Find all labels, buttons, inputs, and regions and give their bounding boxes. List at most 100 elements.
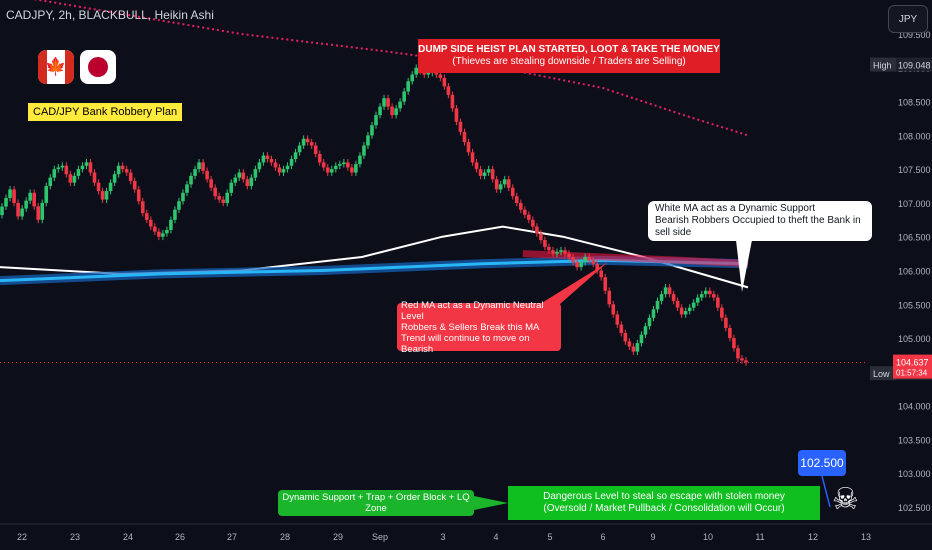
x-tick-label: 4 [493, 532, 498, 542]
candle-body [679, 307, 684, 315]
candle-body [547, 246, 551, 251]
candle-body [253, 169, 258, 178]
candle-body [615, 314, 620, 325]
candle-body [643, 326, 648, 335]
candle-body [36, 206, 41, 220]
candle-body [655, 300, 660, 310]
x-tick-label: 3 [440, 532, 445, 542]
candle-body [229, 182, 234, 193]
candle-body [366, 135, 370, 146]
candle-body [84, 162, 89, 166]
candle-body [40, 202, 45, 220]
candle-body [543, 240, 547, 247]
candle-body [695, 297, 700, 303]
candle-body [502, 179, 507, 185]
candle-body [559, 250, 563, 252]
annotation-line: Dangerous Level to steal so escape with … [543, 491, 785, 502]
candle-body [466, 142, 471, 153]
candle-body [20, 208, 24, 217]
candle-body [72, 175, 77, 183]
price-tag-name: Low [873, 369, 890, 379]
x-tick-label: 29 [333, 532, 343, 542]
green-callout-arrow [474, 496, 508, 510]
candle-body [703, 290, 708, 295]
candle-body [732, 338, 736, 349]
candle-body [16, 202, 20, 217]
x-tick-label: 11 [755, 532, 764, 542]
candle-body [317, 153, 322, 163]
candle-body [197, 162, 201, 170]
dump-heist-annotation: DUMP SIDE HEIST PLAN STARTED, LOOT & TAK… [418, 39, 720, 73]
candle-body [458, 121, 463, 132]
candle-body [28, 192, 32, 201]
candle-body [325, 167, 330, 173]
candle-body [104, 191, 109, 200]
candle-body [712, 294, 716, 298]
candle-body [157, 231, 161, 237]
candle-body [132, 180, 137, 190]
candle-body [374, 115, 378, 126]
candle-body [88, 162, 93, 173]
candle-body [490, 169, 495, 180]
candle-body [124, 169, 129, 173]
candle-body [426, 72, 431, 75]
candle-body [595, 263, 599, 271]
candle-body [470, 152, 475, 163]
target-price-label: 102.500 [798, 450, 846, 476]
last-price-countdown: 01:57:34 [896, 369, 928, 378]
candle-body [627, 341, 632, 347]
candle-body [321, 162, 326, 168]
candle-body [523, 209, 527, 215]
currency-button[interactable]: JPY [888, 5, 928, 33]
candle-body [301, 138, 306, 146]
candle-body [112, 174, 117, 183]
candle-body [603, 277, 608, 291]
candle-body [563, 250, 567, 254]
candle-body [56, 167, 61, 170]
x-tick-label: Sep [372, 532, 388, 542]
chart-symbol-header: CADJPY, 2h, BLACKBULL, Heikin Ashi [6, 8, 214, 22]
candle-body [313, 145, 318, 154]
candle-body [506, 179, 511, 188]
candle-body [225, 192, 230, 203]
candle-body [619, 324, 624, 334]
price-tag-value: 109.048 [898, 61, 931, 71]
candle-body [193, 169, 197, 176]
y-tick-label: 105.500 [898, 300, 931, 310]
x-tick-label: 28 [280, 532, 290, 542]
candle-body [128, 172, 133, 181]
red-ma-annotation: Red MA act as a Dynamic Neutral Level Ro… [397, 300, 561, 355]
candle-body [297, 145, 302, 153]
candle-body [482, 172, 487, 176]
candle-body [189, 175, 193, 185]
y-tick-label: 108.000 [898, 131, 931, 141]
candle-body [498, 184, 503, 190]
candle-body [611, 304, 616, 315]
candle-body [599, 270, 604, 278]
candle-body [60, 165, 65, 168]
candle-body [716, 297, 720, 308]
candle-body [370, 125, 374, 136]
candle-body [4, 197, 8, 207]
x-tick-label: 12 [808, 532, 818, 542]
candle-body [205, 170, 209, 180]
y-tick-label: 103.000 [898, 469, 931, 479]
candle-body [269, 159, 274, 163]
candle-body [221, 199, 225, 203]
x-tick-label: 9 [650, 532, 655, 542]
red-ma-callout-arrow [540, 262, 608, 304]
candle-body [32, 192, 36, 207]
candle-body [683, 311, 688, 315]
candle-body [591, 260, 595, 264]
candle-body [24, 200, 28, 209]
candle-body [165, 229, 169, 234]
candle-body [76, 169, 81, 176]
candle-body [631, 346, 636, 352]
y-tick-label: 108.500 [898, 98, 931, 108]
dotted-ma-line [32, 0, 749, 137]
candle-body [64, 165, 69, 175]
last-price-tag [893, 354, 932, 379]
candle-body [140, 201, 145, 214]
candle-body [462, 131, 467, 143]
